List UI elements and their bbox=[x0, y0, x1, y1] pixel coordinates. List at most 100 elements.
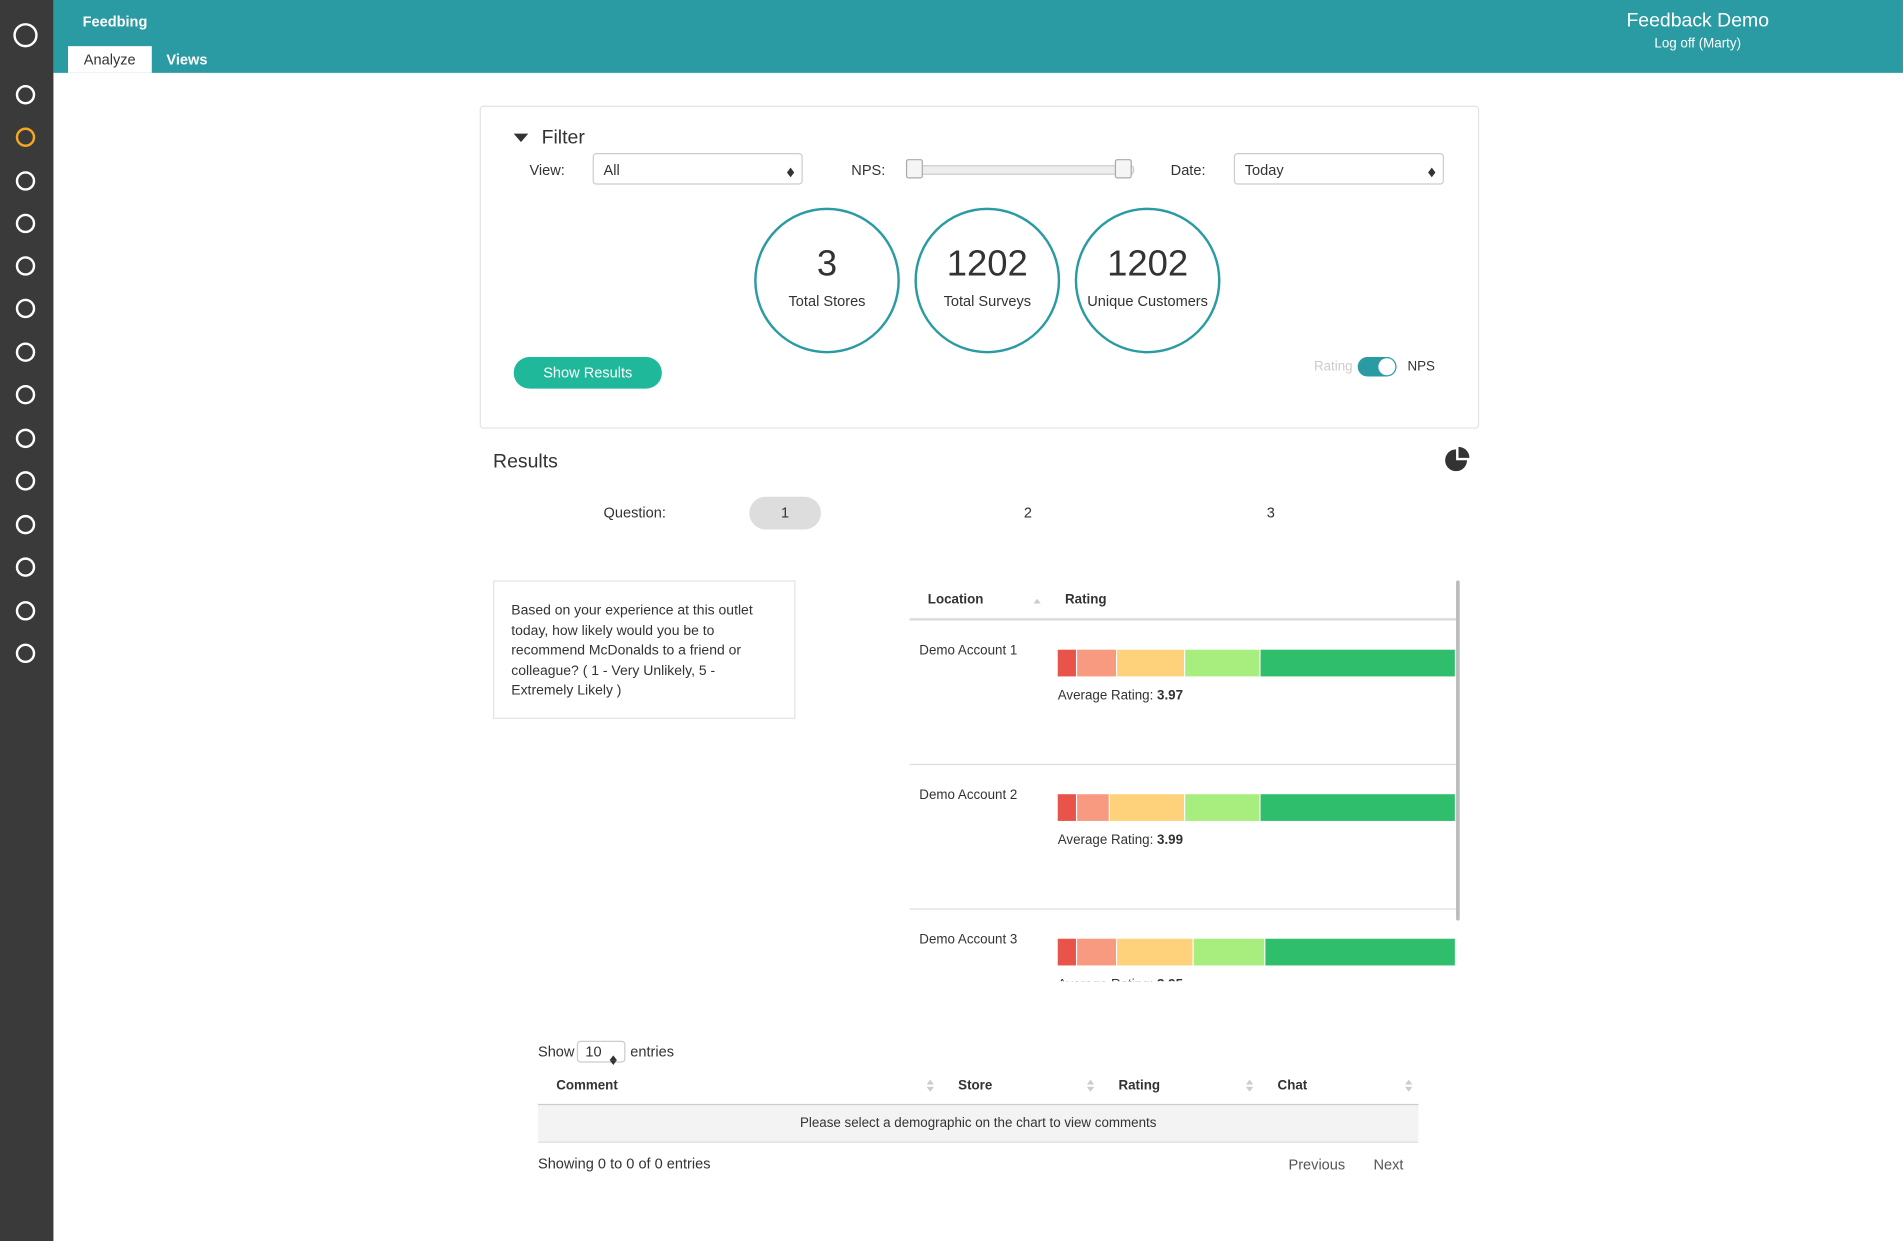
nav-icon[interactable] bbox=[15, 342, 36, 362]
results-title: Results bbox=[493, 451, 558, 473]
column-header[interactable]: Chat bbox=[1277, 1078, 1308, 1093]
nav-icon[interactable] bbox=[15, 471, 36, 491]
sidebar-icons bbox=[13, 23, 38, 664]
toggle-label: NPS bbox=[1407, 359, 1435, 375]
rating-segment bbox=[1260, 794, 1457, 821]
show-results-button[interactable]: Show Results bbox=[513, 357, 662, 389]
column-header[interactable]: Comment bbox=[556, 1078, 618, 1093]
question-tab[interactable]: 3 bbox=[1266, 503, 1275, 521]
rating-segment bbox=[1109, 794, 1186, 821]
rating-segment bbox=[1077, 794, 1110, 821]
filter-panel: Filter View: All NPS: Date: Today Rating… bbox=[479, 105, 1480, 429]
view-select[interactable]: All bbox=[592, 153, 803, 185]
scrollbar[interactable] bbox=[1456, 580, 1460, 921]
column-header[interactable]: Rating bbox=[1118, 1078, 1161, 1093]
nav-icon[interactable] bbox=[15, 384, 36, 405]
nav-icon[interactable] bbox=[15, 127, 36, 147]
nav-icon[interactable] bbox=[15, 601, 36, 621]
date-label: Date: bbox=[1170, 161, 1206, 179]
average-rating: Average Rating: 3.99 bbox=[1058, 833, 1183, 848]
rating-segment bbox=[1185, 649, 1261, 677]
rating-segment bbox=[1077, 938, 1118, 966]
question-tab[interactable]: 2 bbox=[1023, 503, 1033, 521]
average-label: Average Rating: bbox=[1057, 688, 1154, 704]
nav-icon[interactable] bbox=[13, 23, 38, 48]
stat-value: 3 bbox=[816, 244, 838, 285]
top-bar: Feedbing Analyze Views Feedback Demo Log… bbox=[53, 0, 1903, 73]
rating-bar bbox=[1057, 649, 1457, 677]
result-row: Demo Account 1 Average Rating: 3.97 bbox=[909, 619, 1457, 765]
filter-title: Filter bbox=[541, 127, 585, 149]
question-text: Based on your experience at this outlet … bbox=[493, 580, 796, 719]
nav-icon[interactable] bbox=[15, 514, 36, 535]
average-value: 3.95 bbox=[1157, 978, 1183, 982]
question-label: Question: bbox=[603, 503, 666, 521]
slider-handle[interactable] bbox=[905, 159, 923, 179]
nav-icon[interactable] bbox=[15, 85, 36, 105]
sort-icon bbox=[1086, 1077, 1095, 1092]
nav-icon[interactable] bbox=[15, 256, 36, 276]
average-value: 3.97 bbox=[1157, 688, 1184, 704]
nav-icon[interactable] bbox=[15, 171, 36, 191]
rating-segment bbox=[1117, 938, 1194, 966]
toggle[interactable] bbox=[1357, 357, 1397, 377]
empty-message: Please select a demographic on the chart… bbox=[537, 1103, 1419, 1143]
rating-segment bbox=[1057, 794, 1078, 821]
location: Demo Account 2 bbox=[919, 788, 1018, 803]
toggle-label: Rating bbox=[1313, 359, 1353, 375]
rating-segment bbox=[1057, 938, 1078, 966]
average-rating: Average Rating: 3.97 bbox=[1058, 689, 1183, 704]
collapse-arrow[interactable] bbox=[512, 132, 529, 144]
nav-icon[interactable] bbox=[15, 428, 36, 449]
results-table: Location Rating Demo Account 1 Average Ra… bbox=[909, 580, 1461, 982]
page-size-select[interactable]: 10 bbox=[576, 1040, 626, 1066]
slider-handle[interactable] bbox=[1114, 159, 1132, 179]
stat-label: Total Surveys bbox=[943, 292, 1032, 310]
stat-circle: 1202 Unique Customers bbox=[1074, 207, 1221, 354]
result-row: Demo Account 2 Average Rating: 3.99 bbox=[909, 763, 1457, 910]
view-label: View: bbox=[529, 161, 565, 179]
previous-button[interactable]: Previous bbox=[1288, 1156, 1346, 1174]
header-rule bbox=[909, 618, 1457, 621]
sidebar bbox=[0, 0, 54, 1241]
rating-segment bbox=[1057, 649, 1078, 677]
result-row: Demo Account 3 Average Rating: 3.95 bbox=[909, 908, 1457, 982]
column-header[interactable]: Location bbox=[927, 592, 984, 608]
nav-icon[interactable] bbox=[15, 298, 36, 319]
nav-icon[interactable] bbox=[15, 643, 36, 664]
nps-slider[interactable] bbox=[913, 165, 1135, 175]
average-rating: Average Rating: 3.95 bbox=[1058, 978, 1183, 982]
average-label: Average Rating: bbox=[1057, 833, 1154, 848]
rating-segment bbox=[1117, 649, 1186, 677]
rating-segment bbox=[1264, 938, 1457, 966]
column-header[interactable]: Rating bbox=[1065, 592, 1107, 608]
tab[interactable]: Views bbox=[166, 51, 208, 69]
logoff[interactable]: Log off (Marty) bbox=[1654, 36, 1742, 52]
nps-label: NPS: bbox=[851, 161, 886, 179]
question-tab[interactable]: 1 bbox=[749, 496, 821, 530]
stat-circle: 3 Total Stores bbox=[754, 207, 900, 354]
comments-table: Comment Store Rating Chat Please select a d… bbox=[537, 1069, 1419, 1143]
rating-segment bbox=[1077, 649, 1118, 677]
column-header[interactable]: Store bbox=[958, 1078, 993, 1093]
rating-segment bbox=[1193, 938, 1265, 966]
tab[interactable]: Analyze bbox=[68, 46, 152, 73]
show-label: Show bbox=[537, 1043, 575, 1061]
nav-icon[interactable] bbox=[15, 213, 36, 234]
nav-icon[interactable] bbox=[15, 557, 36, 577]
stat-label: Unique Customers bbox=[1087, 292, 1208, 310]
sort-icon bbox=[1245, 1077, 1254, 1092]
stat-value: 1202 bbox=[946, 244, 1028, 285]
sort-icon bbox=[1405, 1077, 1413, 1092]
stat-label: Total Stores bbox=[788, 292, 866, 310]
pie-icon[interactable] bbox=[1444, 446, 1471, 474]
location: Demo Account 3 bbox=[919, 932, 1018, 948]
stat-value: 1202 bbox=[1107, 244, 1189, 285]
date-select[interactable]: Today bbox=[1233, 153, 1444, 185]
average-value: 3.99 bbox=[1157, 833, 1184, 848]
rating-bar bbox=[1057, 794, 1457, 821]
next-button[interactable]: Next bbox=[1373, 1156, 1404, 1174]
sort-icon bbox=[926, 1077, 934, 1092]
rating-bar bbox=[1057, 938, 1457, 966]
